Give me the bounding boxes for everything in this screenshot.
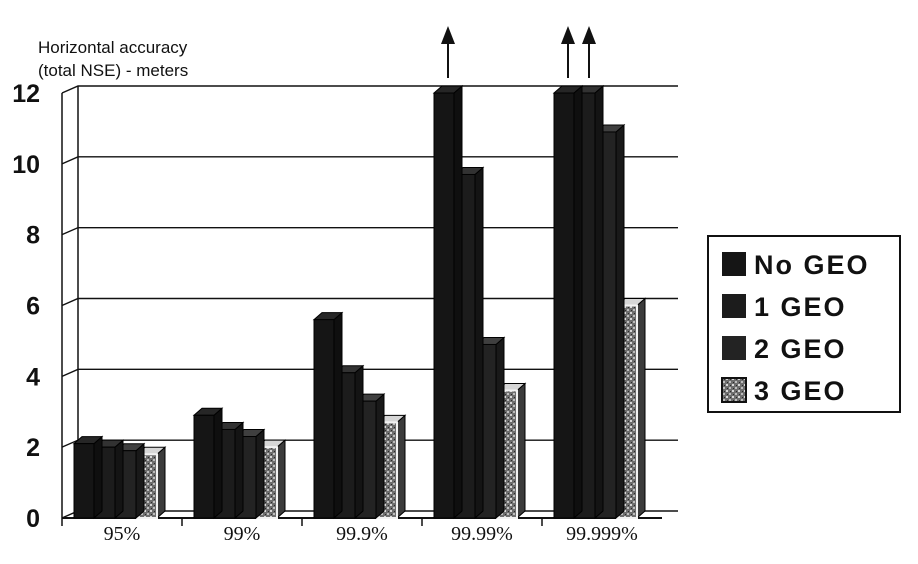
y-tick-label: 6	[26, 293, 40, 321]
bar-side-no-geo-99	[213, 407, 223, 520]
bar-side-1-geo-95	[114, 439, 124, 520]
bar-side-1-geo-99-99	[474, 166, 484, 520]
y-tick-label: 12	[12, 80, 40, 108]
y-axis-label-line-1: Horizontal accuracy	[38, 38, 188, 57]
bar-no-geo-99-99	[433, 92, 455, 519]
gridline	[61, 156, 678, 165]
bar-side-3-geo-99	[276, 439, 286, 520]
y-tick-label: 0	[26, 505, 40, 533]
y-tick-label: 10	[12, 151, 40, 179]
y-tick-label: 2	[26, 434, 40, 462]
x-tick-label: 99.9%	[336, 523, 388, 545]
y-axis-label-line-2: (total NSE) - meters	[38, 61, 188, 80]
legend-swatch-no-geo	[722, 252, 746, 276]
bar-no-geo-99	[193, 414, 215, 519]
bar-no-geo-95	[73, 443, 95, 519]
y-tick-label: 8	[26, 222, 40, 250]
y-tick-label: 4	[26, 363, 40, 391]
x-tick-label: 95%	[104, 523, 141, 545]
offscale-arrow-icon	[582, 26, 596, 44]
x-tick-label: 99%	[224, 523, 261, 545]
bar-side-3-geo-99-99	[516, 382, 526, 520]
x-tick-label: 99.99%	[451, 523, 513, 545]
bar-side-1-geo-99	[234, 421, 244, 520]
bar-no-geo-99-999	[553, 92, 575, 519]
bar-side-1-geo-99-9	[354, 364, 364, 520]
bar-side-no-geo-95	[93, 435, 103, 520]
bar-side-2-geo-95	[135, 442, 145, 520]
legend-label-1-geo: 1 GEO	[754, 292, 847, 322]
legend-swatch-2-geo	[722, 336, 746, 360]
offscale-arrow-icon	[561, 26, 575, 44]
bar-side-3-geo-95	[156, 446, 166, 520]
bar-no-geo-99-9	[313, 319, 335, 519]
legend-label-no-geo: No GEO	[754, 250, 870, 280]
legend-swatch-1-geo	[722, 294, 746, 318]
bar-side-3-geo-99-9	[396, 414, 406, 520]
bar-side-no-geo-99-99	[453, 84, 463, 520]
legend-label-3-geo: 3 GEO	[754, 376, 847, 406]
bar-side-1-geo-99-999	[594, 84, 604, 520]
bar-side-2-geo-99-99	[495, 336, 505, 520]
bar-side-no-geo-99-9	[333, 311, 343, 520]
offscale-arrow-icon	[441, 26, 455, 44]
bar-side-3-geo-99-999	[636, 297, 646, 520]
legend-swatch-3-geo	[721, 377, 747, 403]
plot-area: 0 2 4 6 8 10 12 95% 99% 99.9% 99.99% 99.999%	[12, 26, 678, 545]
bar-side-2-geo-99-9	[375, 393, 385, 520]
bar-side-no-geo-99-999	[573, 84, 583, 520]
x-tick-label: 99.999%	[566, 523, 638, 545]
legend-label-2-geo: 2 GEO	[754, 334, 847, 364]
gridline	[61, 85, 678, 94]
bar-side-2-geo-99	[255, 428, 265, 520]
bar-side-2-geo-99-999	[615, 123, 625, 520]
legend: No GEO 1 GEO 2 GEO 3 GEO	[707, 235, 901, 413]
